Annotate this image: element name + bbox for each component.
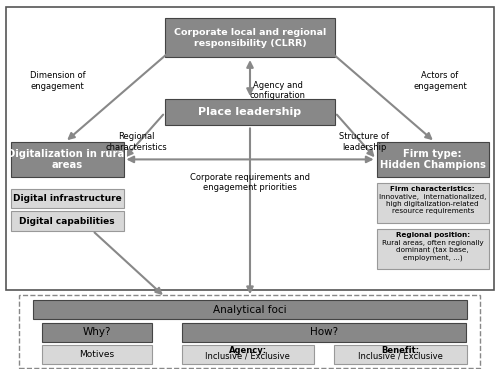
Text: Digital infrastructure: Digital infrastructure xyxy=(13,194,122,203)
Text: Firm type:
Hidden Champions: Firm type: Hidden Champions xyxy=(380,149,486,170)
Text: Innovative,  internationalized,
high digitalization-related
resource requirement: Innovative, internationalized, high digi… xyxy=(379,194,486,214)
FancyBboxPatch shape xyxy=(182,323,467,342)
Text: Digitalization in rural
areas: Digitalization in rural areas xyxy=(7,149,128,170)
Text: Motives: Motives xyxy=(79,350,114,359)
Text: Agency and
configuration: Agency and configuration xyxy=(250,81,306,100)
Text: Inclusive / Exclusive: Inclusive / Exclusive xyxy=(358,351,442,360)
Text: Actors of
engagement: Actors of engagement xyxy=(413,72,467,91)
FancyBboxPatch shape xyxy=(376,142,489,177)
Text: Corporate requirements and
engagement priorities: Corporate requirements and engagement pr… xyxy=(190,173,310,192)
Text: Why?: Why? xyxy=(82,327,111,338)
Bar xyxy=(6,7,494,290)
FancyBboxPatch shape xyxy=(376,183,489,223)
FancyBboxPatch shape xyxy=(182,345,314,364)
Text: Regional
characteristics: Regional characteristics xyxy=(105,132,167,152)
FancyBboxPatch shape xyxy=(165,18,335,57)
Text: Agency:: Agency: xyxy=(228,346,267,355)
FancyBboxPatch shape xyxy=(334,345,466,364)
FancyBboxPatch shape xyxy=(11,142,124,177)
Text: Analytical foci: Analytical foci xyxy=(212,304,286,315)
Text: Structure of
leadership: Structure of leadership xyxy=(339,132,389,152)
Bar xyxy=(19,295,480,368)
FancyBboxPatch shape xyxy=(11,189,124,208)
FancyBboxPatch shape xyxy=(42,345,152,364)
Text: Place leadership: Place leadership xyxy=(198,107,302,117)
Text: Corporate local and regional
responsibility (CLRR): Corporate local and regional responsibil… xyxy=(174,28,326,48)
Text: Benefit:: Benefit: xyxy=(381,346,420,355)
Text: Firm characteristics:: Firm characteristics: xyxy=(390,186,475,192)
FancyBboxPatch shape xyxy=(42,323,152,342)
FancyBboxPatch shape xyxy=(11,211,124,231)
Text: How?: How? xyxy=(310,327,338,338)
Text: Inclusive / Exclusive: Inclusive / Exclusive xyxy=(206,351,290,360)
Text: Rural areas, often regionally
dominant (tax base,
employment, ...): Rural areas, often regionally dominant (… xyxy=(382,239,484,261)
FancyBboxPatch shape xyxy=(376,229,489,269)
Text: Digital capabilities: Digital capabilities xyxy=(20,217,115,225)
FancyBboxPatch shape xyxy=(32,300,467,319)
Text: Dimension of
engagement: Dimension of engagement xyxy=(30,72,86,91)
FancyBboxPatch shape xyxy=(165,99,335,125)
Text: Regional position:: Regional position: xyxy=(396,232,470,238)
